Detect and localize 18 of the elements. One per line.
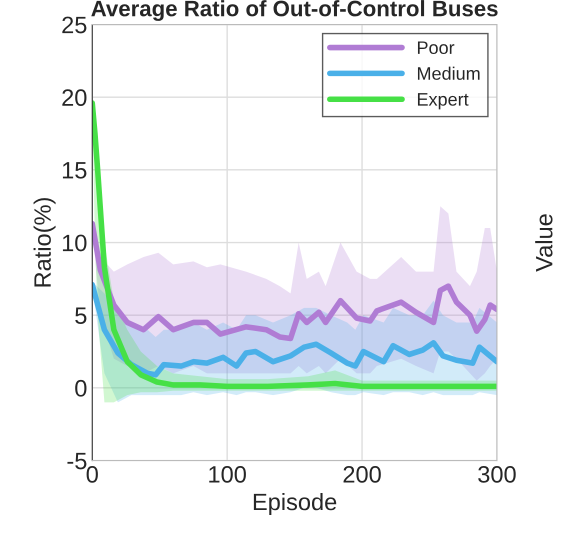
y-tick-label: 25 bbox=[62, 16, 86, 34]
y-tick-label: 0 bbox=[75, 380, 86, 397]
x-tick-label: 100 bbox=[209, 466, 246, 483]
x-axis-title: Episode bbox=[254, 492, 336, 515]
y2-axis-title: Value bbox=[535, 214, 553, 272]
legend-label: Poor bbox=[418, 41, 454, 54]
legend-label: Expert bbox=[418, 93, 469, 110]
legend-label: Medium bbox=[418, 66, 480, 80]
y-tick-label: 10 bbox=[62, 234, 86, 252]
x-tick-label: 0 bbox=[86, 466, 98, 483]
y-tick-label: 5 bbox=[75, 308, 86, 324]
y-axis-title: Ratio(%) bbox=[34, 198, 56, 287]
x-tick-label: 200 bbox=[344, 466, 381, 483]
y-tick-label: 20 bbox=[62, 89, 86, 106]
y-tick-label: 15 bbox=[62, 162, 86, 179]
chart-title: Average Ratio of Out-of-Control Buses bbox=[91, 0, 498, 21]
x-tick-label: 300 bbox=[478, 466, 516, 483]
y-tick-label: -5 bbox=[67, 452, 86, 470]
